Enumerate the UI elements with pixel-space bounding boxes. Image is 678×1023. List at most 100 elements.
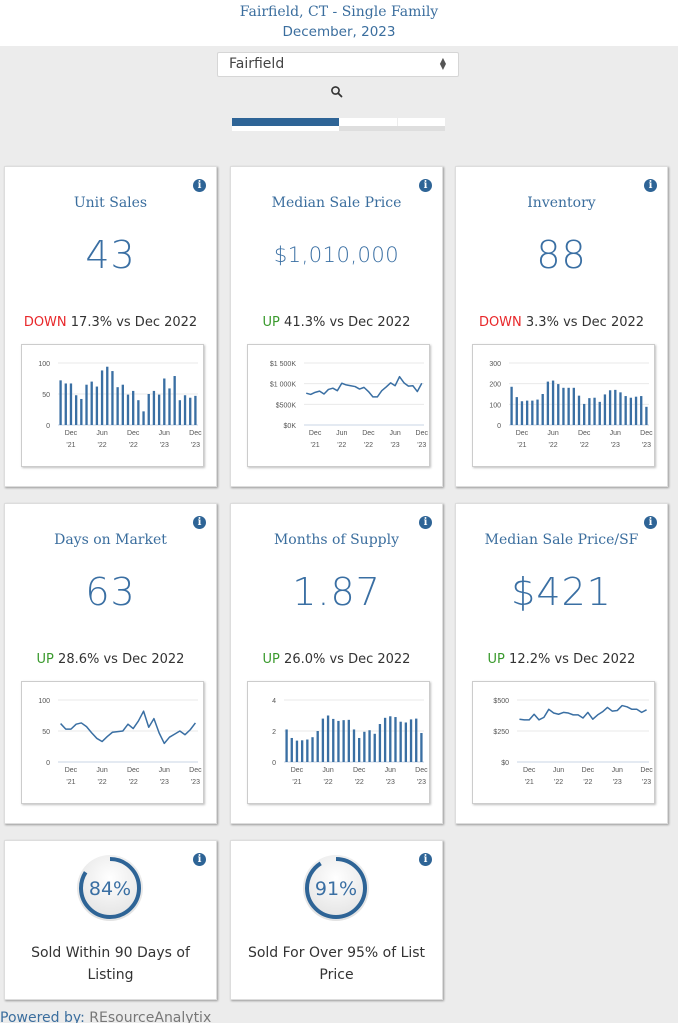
bar bbox=[629, 397, 633, 425]
bar bbox=[178, 400, 182, 425]
bar bbox=[352, 729, 356, 762]
gauge-card-sold-90-days: i 84% Sold Within 90 Days of Listing bbox=[4, 840, 217, 1000]
info-icon[interactable]: i bbox=[193, 853, 206, 866]
x-tick-month: Jun bbox=[389, 430, 400, 437]
x-tick-year: '22 bbox=[324, 779, 333, 786]
powered-by: Powered by: REsourceAnalytix bbox=[0, 1010, 211, 1023]
bar bbox=[152, 390, 156, 425]
bar bbox=[640, 396, 643, 425]
bar bbox=[577, 395, 581, 425]
info-icon[interactable]: i bbox=[419, 853, 432, 866]
bar bbox=[583, 403, 586, 425]
info-icon[interactable]: i bbox=[644, 179, 657, 192]
x-tick-year: '23 bbox=[642, 442, 651, 449]
bar bbox=[373, 733, 376, 762]
mini-chart[interactable]: 0 2 4 Dec '21 Jun '22 Dec '22 Jun '23 Dec '23 bbox=[247, 681, 430, 804]
chart-svg: 0 50 100 Dec '21 Jun '22 Dec '22 Jun '23 Dec '23 bbox=[38, 361, 202, 449]
bar bbox=[59, 380, 62, 425]
x-tick-month: Dec bbox=[415, 767, 428, 774]
x-tick-year: '23 bbox=[391, 442, 400, 449]
x-tick-year: '22 bbox=[129, 442, 138, 449]
y-tick-label: 100 bbox=[38, 698, 50, 705]
info-icon[interactable]: i bbox=[419, 179, 432, 192]
y-tick-label: 50 bbox=[42, 729, 50, 736]
bar bbox=[106, 366, 109, 425]
y-tick-label: $0 bbox=[501, 760, 509, 767]
bar bbox=[572, 387, 575, 425]
x-tick-month: Jun bbox=[612, 767, 623, 774]
bar bbox=[358, 737, 361, 762]
mini-chart[interactable]: 0 50 100 Dec '21 Jun '22 Dec '22 Jun '23 Dec '23 bbox=[21, 344, 204, 467]
mini-chart[interactable]: 0 100 200 300 Dec '21 Jun '22 Dec '22 Jun '23 Dec '23 bbox=[472, 344, 655, 467]
bar bbox=[347, 719, 350, 762]
bar bbox=[342, 720, 345, 762]
gauge-value: 84% bbox=[89, 878, 131, 900]
x-tick-month: Dec bbox=[65, 430, 78, 437]
powered-brand[interactable]: REsourceAnalytix bbox=[89, 1010, 212, 1023]
page-progress-bar bbox=[232, 118, 445, 132]
y-tick-label: 2 bbox=[272, 729, 276, 736]
y-tick-label: 4 bbox=[272, 698, 276, 705]
card-value: 1.87 bbox=[292, 570, 381, 614]
x-tick-year: '22 bbox=[580, 442, 589, 449]
x-tick-month: Jun bbox=[322, 767, 333, 774]
bar bbox=[420, 733, 423, 762]
info-icon[interactable]: i bbox=[193, 516, 206, 529]
y-tick-label: 0 bbox=[272, 760, 276, 767]
x-tick-year: '21 bbox=[517, 442, 526, 449]
gauge-label: Sold For Over 95% of List Price bbox=[247, 945, 426, 983]
x-tick-year: '23 bbox=[642, 779, 651, 786]
info-icon[interactable]: i bbox=[419, 516, 432, 529]
chart-svg: 0 100 200 300 Dec '21 Jun '22 Dec '22 Jun '23 Dec '23 bbox=[489, 361, 653, 449]
mini-chart[interactable]: $0K $500K $1 000K $1 500K Dec '21 Jun '22 Dec '22… bbox=[247, 344, 430, 467]
x-tick-year: '22 bbox=[98, 779, 107, 786]
card-value: 88 bbox=[536, 233, 587, 277]
bar bbox=[290, 737, 293, 762]
bar bbox=[634, 396, 638, 425]
mini-chart[interactable]: $0 $250 $500 Dec '21 Jun '22 Dec '22 Jun '23 Dec '23 bbox=[472, 681, 655, 804]
gauge-ring: 84% bbox=[77, 855, 143, 921]
progress-track-fill bbox=[232, 126, 339, 131]
y-tick-label: 50 bbox=[42, 392, 50, 399]
gauge-card-sold-over-95: i 91% Sold For Over 95% of List Price bbox=[230, 840, 443, 1000]
bar bbox=[132, 390, 135, 425]
card-change: UP 26.0% vs Dec 2022 bbox=[231, 652, 442, 667]
bar bbox=[100, 370, 104, 425]
gauge-background bbox=[303, 855, 369, 921]
y-tick-label: $500 bbox=[493, 698, 509, 705]
bar bbox=[525, 400, 529, 425]
bar bbox=[126, 394, 130, 425]
area-select[interactable]: Fairfield ▲ ▼ bbox=[217, 52, 459, 77]
x-tick-month: Dec bbox=[309, 430, 322, 437]
bar bbox=[520, 401, 524, 425]
bar bbox=[363, 731, 366, 762]
y-tick-label: $0K bbox=[284, 423, 297, 430]
y-tick-label: 0 bbox=[46, 423, 50, 430]
progress-track bbox=[232, 126, 445, 131]
info-icon[interactable]: i bbox=[193, 179, 206, 192]
y-tick-label: 0 bbox=[497, 423, 501, 430]
change-direction: DOWN bbox=[478, 315, 522, 330]
search-icon[interactable] bbox=[330, 85, 344, 99]
bar bbox=[551, 380, 555, 425]
x-tick-year: '21 bbox=[525, 779, 534, 786]
bar bbox=[598, 401, 601, 425]
bar bbox=[541, 394, 544, 425]
card-value: 43 bbox=[85, 233, 136, 277]
bar bbox=[95, 386, 99, 425]
x-tick-month: Jun bbox=[336, 430, 347, 437]
bar bbox=[157, 394, 161, 425]
bar bbox=[74, 395, 78, 425]
change-text: 26.0% vs Dec 2022 bbox=[284, 652, 411, 667]
mini-chart[interactable]: 0 50 100 Dec '21 Jun '22 Dec '22 Jun '23 Dec '23 bbox=[21, 681, 204, 804]
series-line bbox=[519, 704, 647, 721]
x-tick-month: Dec bbox=[523, 767, 536, 774]
x-tick-month: Jun bbox=[610, 430, 621, 437]
y-tick-label: 100 bbox=[489, 402, 501, 409]
x-tick-month: Dec bbox=[127, 767, 140, 774]
x-tick-year: '23 bbox=[191, 442, 200, 449]
card-value: $421 bbox=[511, 570, 612, 614]
info-icon[interactable]: i bbox=[644, 516, 657, 529]
chart-svg: $0 $250 $500 Dec '21 Jun '22 Dec '22 Jun '23 Dec '23 bbox=[493, 698, 653, 786]
bar bbox=[163, 378, 166, 425]
